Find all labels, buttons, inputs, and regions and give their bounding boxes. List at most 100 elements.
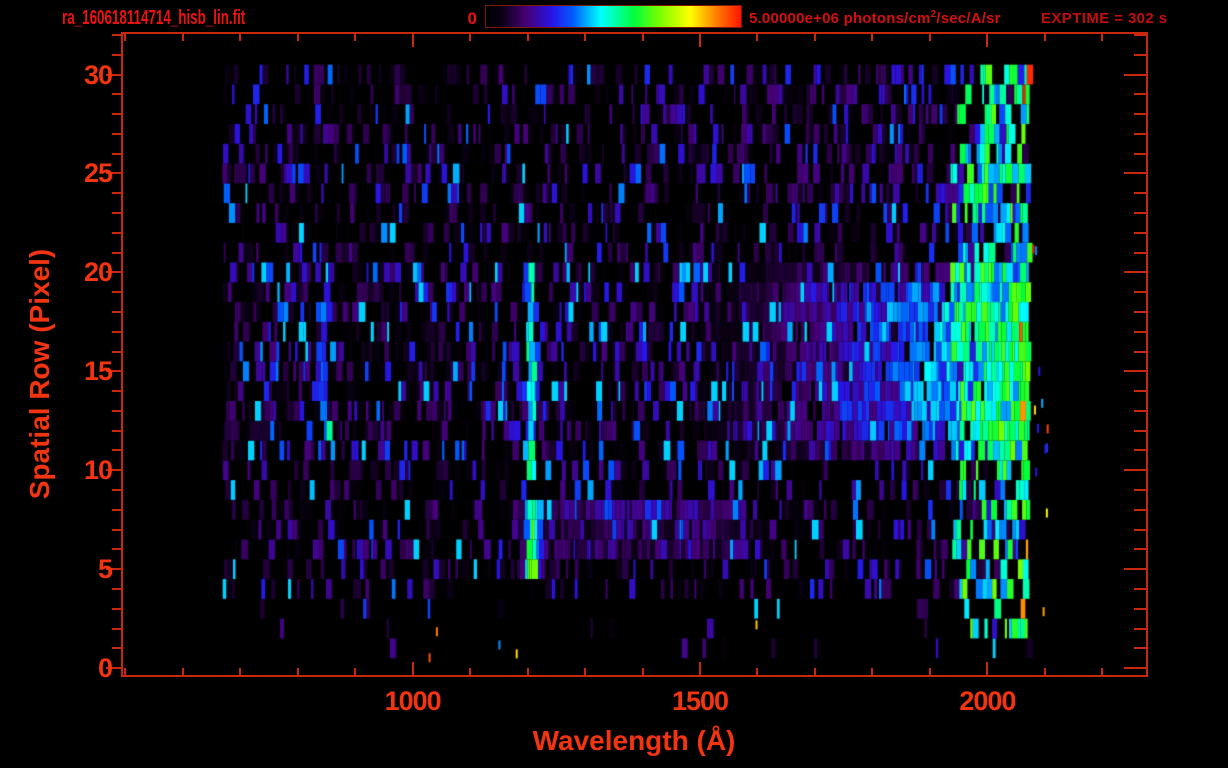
x-minor-tick (928, 668, 931, 675)
y-minor-tick (112, 53, 121, 56)
x-minor-tick (239, 34, 242, 41)
y-minor-tick (1134, 132, 1146, 135)
x-major-tick (986, 662, 989, 675)
x-minor-tick (584, 34, 587, 41)
y-minor-tick (1134, 528, 1146, 531)
x-minor-tick (181, 34, 184, 41)
x-major-tick (411, 34, 414, 47)
y-minor-tick (1134, 508, 1146, 511)
x-major-tick (699, 34, 702, 47)
x-minor-tick (526, 34, 529, 41)
y-major-tick (1124, 568, 1146, 571)
x-minor-tick (756, 668, 759, 675)
y-major-tick (1124, 469, 1146, 472)
colorbar-units-prefix: photons/cm (839, 10, 931, 27)
x-minor-tick (526, 668, 529, 675)
y-tick-label: 0 (97, 653, 113, 684)
y-minor-tick (112, 291, 121, 294)
x-minor-tick (813, 34, 816, 41)
x-major-tick (699, 662, 702, 675)
x-axis-title: Wavelength (Å) (532, 725, 736, 756)
x-tick-label: 2000 (959, 686, 1016, 716)
y-minor-tick (1134, 231, 1146, 234)
x-minor-tick (928, 34, 931, 41)
y-minor-tick (1134, 152, 1146, 155)
y-minor-tick (1134, 548, 1146, 551)
y-minor-tick (1134, 251, 1146, 254)
colorbar-max-label: 5.00000e+06 photons/cm2/sec/A/sr (749, 9, 1001, 27)
y-minor-tick (1134, 291, 1146, 294)
y-minor-tick (1134, 192, 1146, 195)
y-minor-tick (1134, 607, 1146, 610)
exptime-label: EXPTIME = 302 s (1041, 10, 1168, 27)
y-minor-tick (1134, 489, 1146, 492)
y-major-tick (106, 469, 121, 472)
colorbar (485, 5, 742, 28)
y-minor-tick (112, 508, 121, 511)
x-minor-tick (641, 34, 644, 41)
x-tick-label: 1000 (384, 686, 442, 716)
colorbar-max-value: 5.00000e+06 (749, 10, 840, 27)
x-minor-tick (354, 34, 357, 41)
y-minor-tick (112, 330, 121, 333)
y-minor-tick (1134, 310, 1146, 313)
y-minor-tick (112, 350, 121, 353)
x-minor-tick (756, 34, 759, 41)
y-axis-title: Spatial Row (Pixel) (24, 248, 55, 500)
x-minor-tick (813, 668, 816, 675)
y-minor-tick (112, 627, 121, 630)
y-minor-tick (1134, 587, 1146, 590)
x-minor-tick (641, 668, 644, 675)
y-tick-label: 30 (83, 59, 113, 90)
x-minor-tick (871, 34, 874, 41)
y-tick-label: 15 (83, 356, 113, 387)
y-minor-tick (112, 212, 121, 215)
y-minor-tick (1134, 212, 1146, 215)
y-minor-tick (1134, 93, 1146, 96)
y-minor-tick (1134, 330, 1146, 333)
y-minor-tick (112, 429, 121, 432)
x-minor-tick (296, 668, 299, 675)
colorbar-units-superscript: 2 (930, 9, 937, 20)
y-minor-tick (1134, 390, 1146, 393)
y-minor-tick (1134, 350, 1146, 353)
y-tick-label: 10 (83, 455, 113, 486)
y-minor-tick (112, 152, 121, 155)
y-major-tick (106, 568, 121, 571)
x-tick-label: 1500 (671, 686, 729, 716)
y-minor-tick (112, 251, 121, 254)
y-minor-tick (112, 647, 121, 650)
x-minor-tick (871, 668, 874, 675)
y-minor-tick (112, 33, 121, 36)
y-minor-tick (1134, 627, 1146, 630)
y-tick-label: 20 (83, 257, 113, 288)
y-minor-tick (112, 310, 121, 313)
x-minor-tick (124, 668, 127, 675)
colorbar-min-label: 0 (467, 9, 477, 28)
x-major-tick (411, 662, 414, 675)
x-minor-tick (296, 34, 299, 41)
y-major-tick (106, 172, 121, 175)
x-minor-tick (469, 34, 472, 41)
x-minor-tick (181, 668, 184, 675)
y-minor-tick (112, 548, 121, 551)
y-major-tick (106, 73, 121, 76)
x-minor-tick (469, 668, 472, 675)
y-minor-tick (1134, 449, 1146, 452)
y-minor-tick (112, 528, 121, 531)
colorbar-units-suffix: /sec/A/sr (936, 10, 1001, 27)
x-minor-tick (239, 668, 242, 675)
y-major-tick (1124, 73, 1146, 76)
x-minor-tick (1043, 668, 1046, 675)
y-minor-tick (1134, 113, 1146, 116)
y-major-tick (1124, 172, 1146, 175)
x-minor-tick (354, 668, 357, 675)
y-tick-label: 25 (83, 158, 113, 189)
x-minor-tick (124, 34, 127, 41)
y-tick-label: 5 (97, 554, 113, 585)
y-minor-tick (112, 489, 121, 492)
y-minor-tick (112, 231, 121, 234)
x-minor-tick (584, 668, 587, 675)
y-minor-tick (112, 390, 121, 393)
